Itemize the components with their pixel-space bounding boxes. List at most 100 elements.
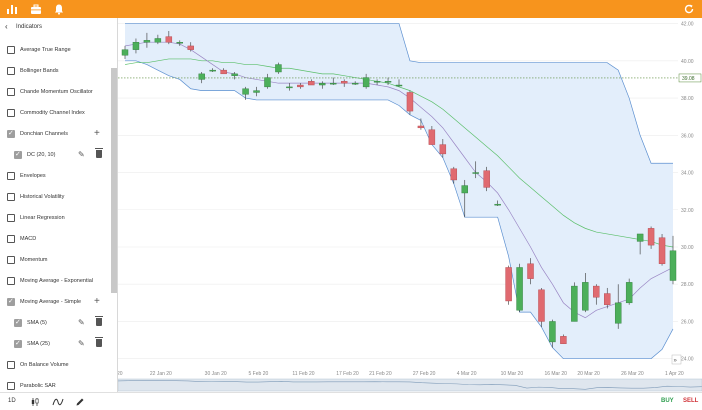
indicator-checkbox[interactable] bbox=[7, 361, 15, 369]
candle-type-icon[interactable] bbox=[30, 397, 40, 407]
trash-icon[interactable] bbox=[95, 316, 103, 326]
indicator-row[interactable]: Average True Range bbox=[0, 40, 110, 61]
indicator-label: SMA (25) bbox=[27, 341, 50, 347]
indicator-label: Linear Regression bbox=[20, 215, 65, 221]
indicator-row[interactable]: Historical Volatility bbox=[0, 187, 110, 208]
indicator-instance-row[interactable]: DC (20, 10) ✎ bbox=[0, 145, 110, 166]
y-tick-label: 40.00 bbox=[681, 59, 694, 65]
candle-body bbox=[176, 42, 184, 44]
price-chart[interactable]: 24.00 26.00 28.00 30.00 32.00 34.00 36.00 38.00… bbox=[117, 18, 702, 392]
period-selector[interactable]: 1D bbox=[8, 398, 16, 404]
candle-body bbox=[143, 40, 151, 43]
top-toolbar bbox=[0, 0, 702, 18]
y-tick-label: 30.00 bbox=[681, 245, 694, 251]
trash-icon[interactable] bbox=[95, 337, 103, 347]
candle-body bbox=[351, 82, 359, 85]
draw-pen-icon[interactable] bbox=[75, 397, 85, 407]
indicator-checkbox[interactable] bbox=[7, 129, 15, 138]
chart-area[interactable]: 24.00 26.00 28.00 30.00 32.00 34.00 36.00 38.00… bbox=[117, 18, 702, 392]
indicators-panel: ‹ Indicators Average True Range Bollinger… bbox=[0, 18, 118, 392]
indicator-row[interactable]: Momentum bbox=[0, 250, 110, 271]
indicator-checkbox[interactable] bbox=[7, 46, 15, 54]
indicator-row[interactable]: Bollinger Bands bbox=[0, 61, 110, 82]
bell-icon[interactable] bbox=[53, 3, 65, 15]
indicator-checkbox[interactable] bbox=[7, 172, 15, 180]
indicator-row[interactable]: Moving Average - Exponential bbox=[0, 271, 110, 292]
indicator-checkbox[interactable] bbox=[7, 382, 15, 390]
trash-icon[interactable] bbox=[95, 148, 103, 158]
edit-pencil-icon[interactable]: ✎ bbox=[78, 318, 85, 327]
indicator-checkbox[interactable] bbox=[7, 109, 15, 117]
indicator-checkbox[interactable] bbox=[14, 339, 22, 348]
edit-pencil-icon[interactable]: ✎ bbox=[78, 339, 85, 348]
indicator-row[interactable]: Moving Average - Simple + bbox=[0, 292, 110, 313]
candle-body bbox=[472, 172, 479, 174]
indicator-label: Parabolic SAR bbox=[20, 383, 56, 389]
candle-body bbox=[253, 90, 260, 93]
briefcase-icon[interactable] bbox=[30, 3, 42, 15]
y-tick-label: 32.00 bbox=[681, 208, 694, 214]
indicator-instance-row[interactable]: SMA (5) ✎ bbox=[0, 313, 110, 334]
indicator-row[interactable]: Donchian Channels + bbox=[0, 124, 110, 145]
indicator-checkbox[interactable] bbox=[7, 277, 15, 285]
indicator-label: Commodity Channel Index bbox=[20, 110, 85, 116]
indicator-checkbox[interactable] bbox=[7, 235, 15, 243]
donchian-upper-line bbox=[125, 23, 673, 164]
donchian-band-fill bbox=[125, 23, 673, 359]
navigator-handle[interactable] bbox=[117, 378, 702, 392]
edit-pencil-icon[interactable]: ✎ bbox=[78, 150, 85, 159]
indicator-checkbox[interactable] bbox=[7, 214, 15, 222]
candle-body bbox=[373, 81, 381, 83]
sma5-line bbox=[124, 41, 674, 319]
indicator-checkbox[interactable] bbox=[7, 193, 15, 201]
indicator-row[interactable]: Chande Momentum Oscillator bbox=[0, 82, 110, 103]
indicator-wave-icon[interactable] bbox=[52, 397, 64, 407]
indicator-row[interactable]: On Balance Volume bbox=[0, 355, 110, 376]
candle-body bbox=[165, 36, 173, 43]
buy-button[interactable]: BUY bbox=[661, 398, 674, 404]
candle-body bbox=[231, 73, 238, 76]
refresh-icon[interactable] bbox=[683, 3, 695, 15]
candle-body bbox=[647, 228, 655, 246]
indicator-label: DC (20, 10) bbox=[27, 152, 56, 158]
bar-chart-icon[interactable] bbox=[6, 3, 18, 15]
x-tick-label: 1 Apr 20 bbox=[665, 371, 684, 377]
candle-body bbox=[286, 86, 293, 89]
indicator-row[interactable]: Commodity Channel Index bbox=[0, 103, 110, 124]
x-tick-label: 5 Feb 20 bbox=[249, 371, 269, 377]
indicator-label: MACD bbox=[20, 236, 37, 242]
indicator-checkbox[interactable] bbox=[14, 150, 22, 159]
indicator-checkbox[interactable] bbox=[7, 88, 15, 96]
scroll-to-end-button[interactable] bbox=[671, 354, 682, 365]
candle-body bbox=[220, 69, 227, 75]
candle-body bbox=[428, 129, 436, 145]
panel-scrollbar[interactable] bbox=[111, 68, 117, 293]
candle-body bbox=[209, 69, 216, 72]
indicator-checkbox[interactable] bbox=[7, 297, 15, 306]
y-tick-label: 38.00 bbox=[681, 96, 694, 102]
candle-body bbox=[198, 73, 205, 80]
sell-button[interactable]: SELL bbox=[683, 398, 699, 404]
indicator-row[interactable]: Linear Regression bbox=[0, 208, 110, 229]
panel-title: Indicators bbox=[16, 24, 43, 30]
candle-body bbox=[395, 84, 403, 87]
back-arrow-icon[interactable]: ‹ bbox=[5, 22, 8, 31]
indicator-instance-row[interactable]: SMA (25) ✎ bbox=[0, 334, 110, 355]
indicator-row[interactable]: MACD bbox=[0, 229, 110, 250]
indicator-checkbox[interactable] bbox=[7, 67, 15, 75]
indicator-checkbox[interactable] bbox=[7, 256, 15, 264]
indicator-label: Momentum bbox=[20, 257, 48, 263]
candle-body bbox=[604, 293, 611, 305]
panel-header: ‹ Indicators bbox=[0, 18, 117, 36]
indicator-checkbox[interactable] bbox=[14, 318, 22, 327]
add-indicator-icon[interactable]: + bbox=[94, 128, 100, 139]
indicator-label: Average True Range bbox=[20, 47, 71, 53]
add-indicator-icon[interactable]: + bbox=[94, 296, 100, 307]
x-tick-label: 17 Feb 20 bbox=[336, 371, 359, 377]
candle-body bbox=[483, 170, 490, 188]
candle-body bbox=[384, 81, 392, 83]
indicator-label: Historical Volatility bbox=[20, 194, 65, 200]
indicator-row[interactable]: Envelopes bbox=[0, 166, 110, 187]
indicator-row[interactable]: Parabolic SAR bbox=[0, 376, 110, 392]
candle-body bbox=[549, 321, 556, 343]
